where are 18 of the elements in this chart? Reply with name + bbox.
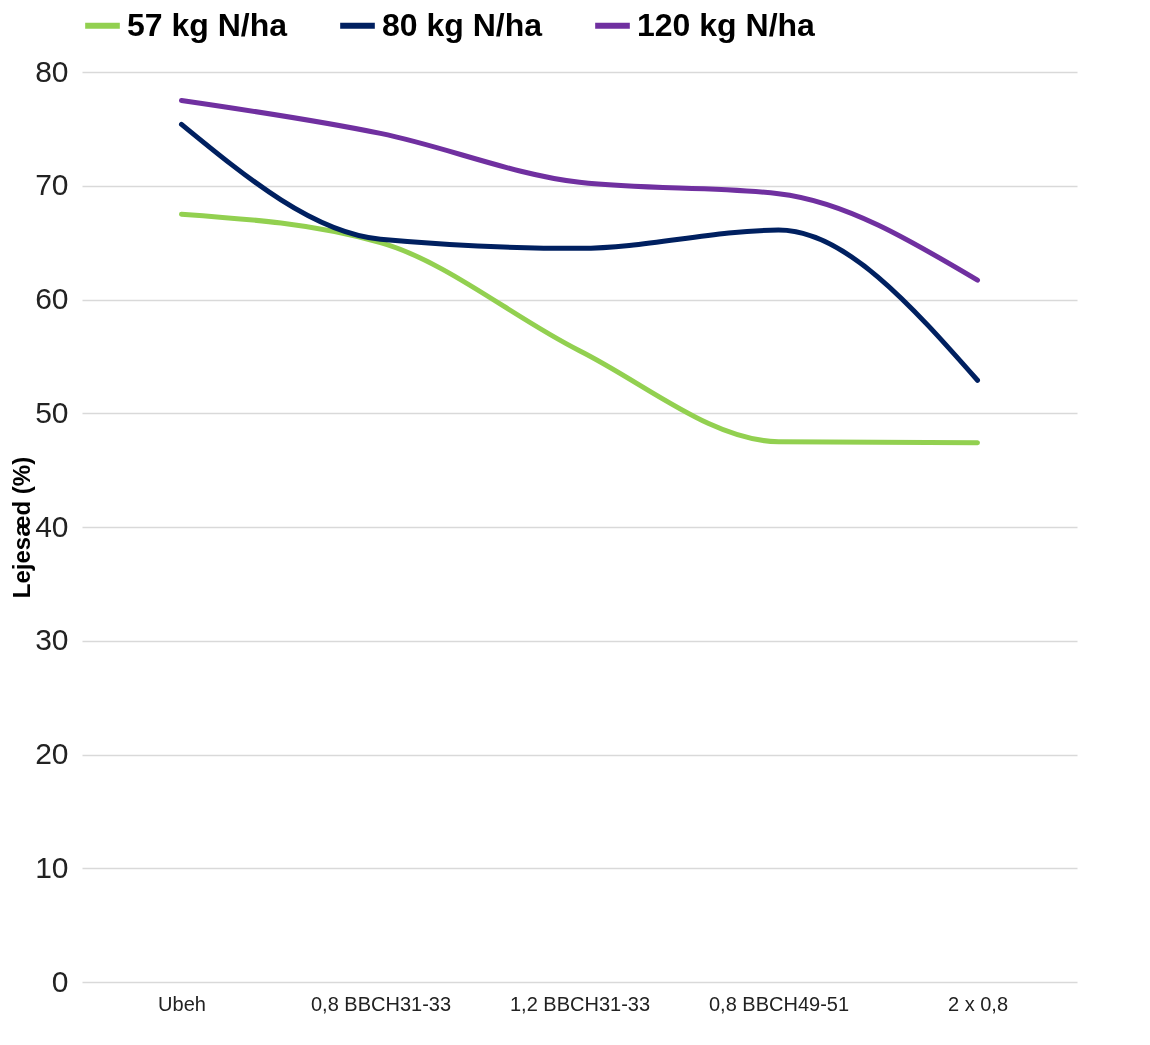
legend-label: 57 kg N/ha: [127, 6, 288, 43]
y-axis-title: Lejesæd (%): [8, 456, 36, 599]
legend-label: 120 kg N/ha: [637, 6, 816, 43]
y-tick-label: 80: [35, 54, 69, 88]
y-tick-label: 30: [35, 623, 69, 657]
legend-label: 80 kg N/ha: [382, 6, 543, 43]
x-tick-label: 2 x 0,8: [947, 992, 1009, 1015]
x-tick-label: 0,8 BBCH49-51: [708, 992, 850, 1015]
x-tick-label: 1,2 BBCH31-33: [509, 992, 651, 1015]
y-tick-label: 70: [35, 168, 69, 202]
y-tick-label: 50: [35, 395, 69, 429]
y-tick-label: 60: [35, 282, 69, 315]
y-tick-label: 0: [51, 964, 69, 998]
x-tick-label: 0,8 BBCH31-33: [310, 992, 452, 1015]
y-tick-label: 20: [35, 737, 69, 770]
y-tick-label: 40: [35, 509, 69, 543]
x-tick-label: Ubeh: [158, 992, 206, 1015]
y-tick-label: 10: [35, 850, 69, 884]
